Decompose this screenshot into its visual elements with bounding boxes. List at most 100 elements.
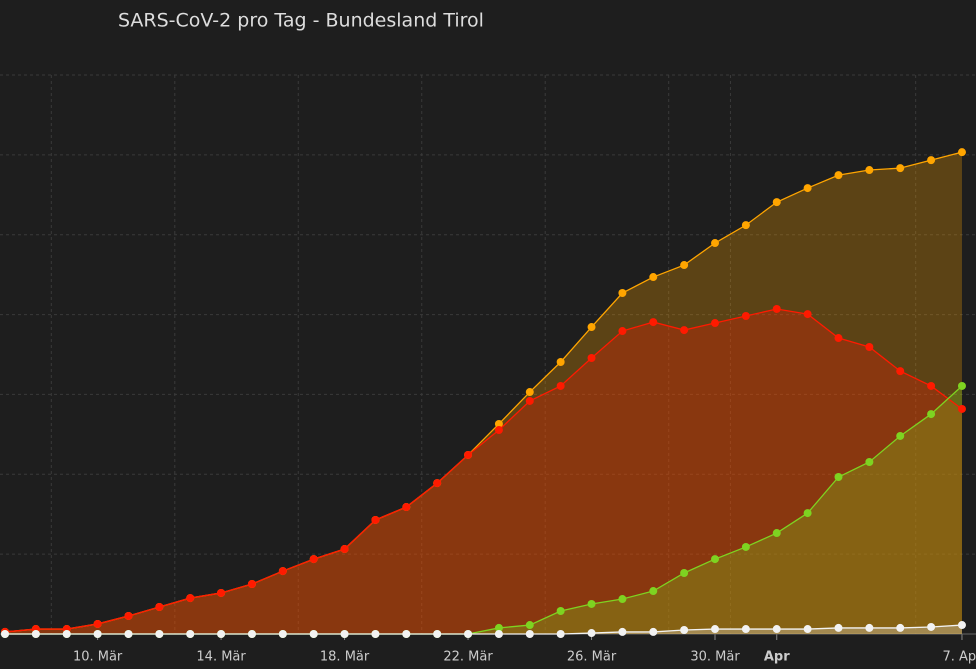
data-point: [186, 630, 195, 638]
data-point: [618, 289, 627, 298]
data-point: [587, 354, 596, 363]
data-point: [556, 630, 565, 638]
data-point: [402, 503, 411, 512]
data-point: [433, 630, 442, 638]
data-point: [896, 164, 905, 173]
data-point: [649, 627, 658, 636]
data-point: [309, 555, 318, 564]
data-point: [680, 568, 689, 577]
data-point: [711, 239, 720, 248]
data-point: [556, 607, 565, 616]
data-point: [217, 630, 226, 638]
data-point: [278, 630, 287, 638]
data-point: [680, 326, 689, 335]
data-point: [957, 621, 966, 630]
data-point: [711, 555, 720, 564]
data-point: [834, 473, 843, 482]
data-point: [896, 431, 905, 440]
data-point: [124, 630, 133, 638]
data-point: [957, 381, 966, 390]
data-point: [556, 381, 565, 390]
data-point: [680, 626, 689, 635]
data-point: [772, 304, 781, 313]
data-point: [587, 599, 596, 608]
x-tick-label: 30. Mär: [690, 650, 740, 665]
data-point: [433, 479, 442, 488]
data-point: [525, 388, 534, 397]
series-area: [5, 152, 962, 634]
data-point: [618, 627, 627, 636]
data-point: [772, 198, 781, 207]
data-point: [1, 630, 9, 638]
data-point: [834, 623, 843, 632]
data-point: [494, 623, 503, 632]
x-tick-label: 14. Mär: [196, 650, 246, 665]
data-point: [155, 630, 164, 638]
data-point: [494, 419, 503, 428]
data-point: [464, 630, 473, 638]
series-area: [5, 308, 962, 634]
data-point: [340, 630, 349, 638]
data-point: [711, 319, 720, 328]
data-point: [772, 529, 781, 538]
data-point: [494, 426, 503, 435]
data-point: [834, 171, 843, 180]
data-point: [741, 625, 750, 634]
data-point: [834, 334, 843, 343]
series-area: [5, 625, 962, 634]
data-point: [217, 588, 226, 597]
data-point: [587, 629, 596, 638]
data-point: [618, 327, 627, 336]
series-line: [4, 308, 963, 633]
data-point: [865, 623, 874, 632]
data-point: [247, 580, 256, 589]
data-point: [803, 625, 812, 634]
data-point: [649, 587, 658, 596]
data-point: [186, 594, 195, 603]
data-point: [865, 457, 874, 466]
data-point: [155, 603, 164, 612]
data-point: [494, 630, 503, 638]
data-point: [247, 630, 256, 638]
data-point: [525, 621, 534, 630]
data-point: [587, 323, 596, 332]
data-point: [741, 542, 750, 551]
data-point: [741, 221, 750, 230]
x-tick-label: 7. Apr: [942, 650, 976, 665]
data-point: [309, 630, 318, 638]
x-tick-label: 26. Mär: [567, 650, 617, 665]
data-point: [93, 619, 102, 628]
series-area: [5, 385, 962, 634]
data-point: [525, 630, 534, 638]
data-point: [896, 367, 905, 376]
data-point: [865, 342, 874, 351]
data-point: [927, 410, 936, 419]
data-point: [618, 595, 627, 604]
data-point: [803, 184, 812, 193]
data-point: [896, 623, 905, 632]
data-point: [556, 358, 565, 367]
data-point: [957, 148, 966, 157]
data-point: [402, 630, 411, 638]
chart-title: SARS-CoV-2 pro Tag - Bundesland Tirol: [118, 10, 484, 32]
data-point: [371, 515, 380, 524]
data-point: [957, 404, 966, 413]
data-point: [649, 273, 658, 282]
data-point: [124, 611, 133, 620]
data-point: [927, 381, 936, 390]
data-point: [464, 450, 473, 459]
data-point: [927, 622, 936, 631]
data-point: [649, 318, 658, 327]
data-point: [278, 567, 287, 576]
data-point: [741, 312, 750, 321]
x-tick-label: 22. Mär: [443, 650, 493, 665]
x-tick-label: 10. Mär: [73, 650, 123, 665]
data-point: [31, 630, 40, 638]
data-point: [865, 166, 874, 175]
data-point: [525, 396, 534, 405]
data-point: [711, 625, 720, 634]
data-point: [93, 630, 102, 638]
data-point: [62, 630, 71, 638]
data-point: [371, 630, 380, 638]
